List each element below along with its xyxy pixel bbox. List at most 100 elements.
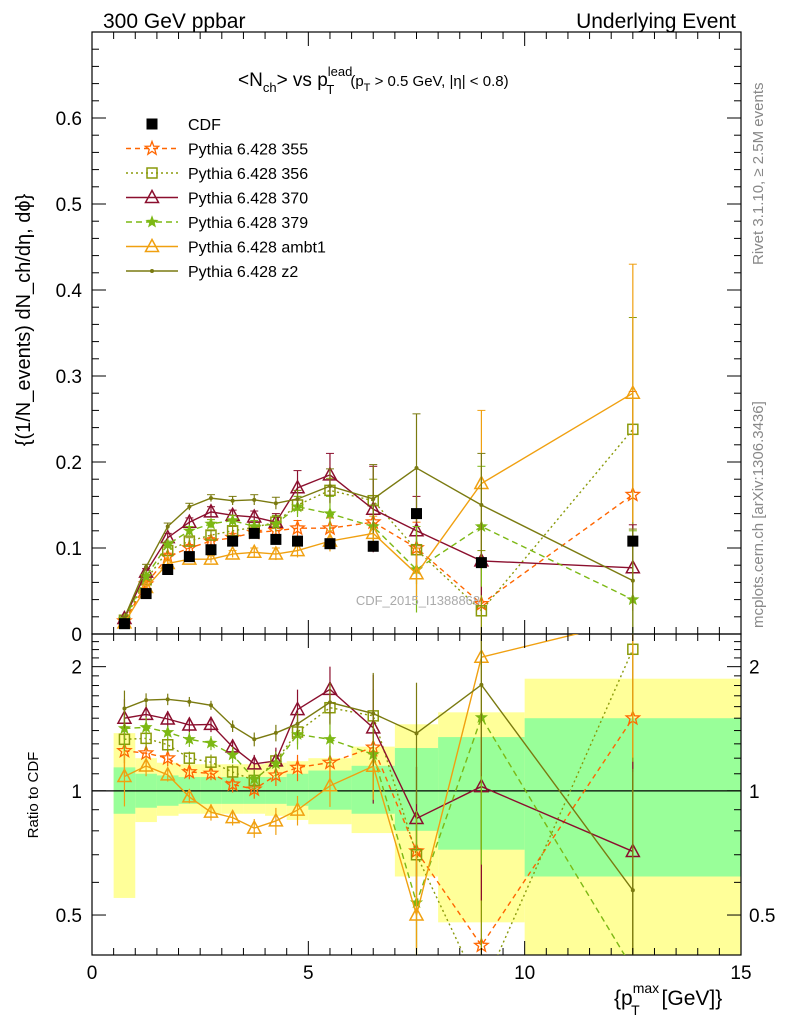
legend-marker [146,118,158,130]
series-pythia-6-428-355-ratio-point [202,764,220,781]
ratio-y-tick-label-right: 1 [749,782,760,803]
series-pythia-6-428-379-point [269,517,283,530]
y-tick-label: 0.2 [56,453,82,474]
mcplots-label: mcplots.cern.ch [arXiv:1306.3436] [750,401,767,628]
main-y-axis-label: {(1/N_events) dN_ch/dη, dϕ} [13,193,35,446]
data-point [140,588,152,600]
series-pythia-6-428-356-point [183,535,196,547]
series-pythia-6-428-370-point [203,503,219,518]
series-pythia-6-428-ambt1-point [268,545,284,560]
data-point [411,508,422,520]
legend-entry-pythia-6-428-356: Pythia 6.428 356 [126,166,308,183]
y-tick-label: 0.6 [56,109,82,130]
series-pythia-6-428-379-ratio-point [628,964,638,973]
series-pythia-6-428-ambt1-ratio-point [138,757,154,772]
legend-label: Pythia 6.428 356 [188,166,308,183]
series-pythia-6-428-ambt1-ratio-point [181,788,198,803]
series-pythia-6-428-z2-ratio-point [273,730,278,735]
series-pythia-6-428-356-ratio-point [476,987,486,997]
band-inner [286,773,309,806]
series-pythia-6-428-355-ratio-point [245,780,263,797]
header-left-label: 300 GeV ppbar [103,10,245,33]
series-pythia-6-428-355-ratio-point [267,766,285,783]
axis-ticks: 0 5 10 15 0 0.1 0.2 0.3 0.4 0.5 0.6 0.5 0.5 1 1 2 2 [56,31,775,984]
legend-label: Pythia 6.428 ambt1 [188,240,326,257]
legend-label: Pythia 6.428 370 [188,191,308,208]
series-pythia-6-428-379-ratio-point [323,732,337,745]
data-points [118,508,639,630]
series-pythia-6-428-z2-ratio-point [327,700,332,705]
data-point [162,564,174,575]
legend-entry-pythia-6-428-ambt1: Pythia 6.428 ambt1 [126,237,326,257]
series-pythia-6-428-z2-ratio-point [187,699,192,704]
series-pythia-6-428-379-ratio-line [124,715,626,955]
series-pythia-6-428-356-point [475,605,488,617]
analysis-watermark: CDF_2015_I1388868 [356,593,480,608]
ratio-y-tick-label: 1 [71,782,82,803]
series-pythia-6-428-z2-ratio-line [124,683,634,891]
series-pythia-6-428-379-ratio-point [226,748,240,761]
series-pythia-6-428-379-point [323,506,337,520]
legend-marker [145,215,159,228]
series-pythia-6-428-379-point [226,513,240,526]
series-pythia-6-428-379-line [123,505,634,620]
series-pythia-6-428-355-ratio-point [159,749,177,766]
series-pythia-6-428-355-ratio-point [224,775,242,792]
series-pythia-6-428-370-ratio-point [181,716,198,731]
legend-marker [150,269,154,273]
legend-marker [144,237,160,253]
legend-entry-pythia-6-428-370: Pythia 6.428 370 [126,188,308,208]
legend-entry-pythia-6-428-379: Pythia 6.428 379 [126,215,308,232]
series-pythia-6-428-ambt1-ratio-point [224,809,241,824]
series-pythia-6-428-379-ratio-point [204,736,218,749]
series-pythia-6-428-z2-point [327,484,332,489]
ratio-y-axis-label: Ratio to CDF [25,752,42,839]
legend-entry-pythia-6-428-z2: Pythia 6.428 z2 [126,264,298,281]
series-pythia-6-428-z2-ratio-point [295,721,300,726]
series-pythia-6-428-z2-ratio-point [252,737,257,742]
data-point [367,540,379,552]
data-point [248,527,260,539]
y-tick-label: 0.3 [56,367,82,388]
series-pythia-6-428-ambt1-ratio-point [322,777,338,792]
legend-label: Pythia 6.428 z2 [188,264,298,281]
legend-marker [143,139,161,156]
series-pythia-6-428-356-point [205,529,217,541]
series-pythia-6-428-379-ratio-point [247,772,261,785]
series-pythia-6-428-379-ratio-point [139,720,153,733]
series-pythia-6-428-z2-ratio-point [414,731,419,736]
series-pythia-6-428-ambt1-ratio-point [268,812,284,827]
main-plot-title: <Nch> vs plead T (pT > 0.5 GeV, |η| < 0.8) [238,64,509,97]
y-tick-label: 0.4 [56,281,83,302]
series-pythia-6-428-356-ratio-point [205,756,217,768]
series-pythia-6-428-z2-ratio-point [371,711,376,716]
series-pythia-6-428-379-point [182,523,196,537]
series-pythia-6-428-z2-point [165,524,170,529]
y-tick-label: 0.1 [56,539,82,560]
legend-label: CDF [188,117,221,134]
legend-marker [146,167,158,179]
ratio-y-tick-label-right: 2 [749,658,760,679]
series-pythia-6-428-ambt1-ratio-point [289,801,306,816]
ratio-y-tick-label: 0.5 [56,906,82,927]
series-pythia-6-428-ambt1-ratio-point [116,767,133,783]
series-pythia-6-428-355-point [267,521,285,539]
series-pythia-6-428-ambt1-point [408,565,425,580]
series-pythia-6-428-379-point [204,517,218,530]
series-pythia-6-428-ambt1-point [203,550,219,565]
x-tick-label: 15 [730,963,751,984]
series-pythia-6-428-356-ratio-point [183,752,196,764]
data-point [270,533,282,545]
series-pythia-6-428-370-ratio-point [246,755,263,770]
series-pythia-6-428-z2-point [208,496,213,501]
data-point [475,557,487,569]
series-pythia-6-428-z2-point [414,466,419,471]
series-pythia-6-428-z2-point [630,578,635,583]
series-pythia-6-428-ambt1-point [246,543,263,559]
series-pythia-6-428-379-ratio-point [161,725,175,738]
series-pythia-6-428-ambt1-ratio-line [124,634,580,918]
data-point [324,538,336,550]
series-pythia-6-428-z2-ratio-point [208,703,213,708]
